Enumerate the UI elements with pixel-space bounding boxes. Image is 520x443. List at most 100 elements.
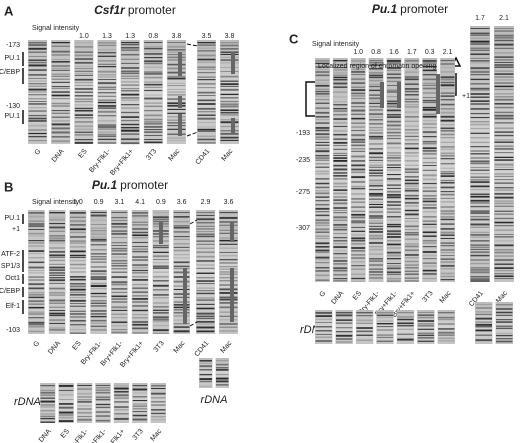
gel-band: [70, 224, 86, 226]
gel-band: [219, 247, 238, 249]
gel-band: [417, 312, 435, 313]
gel-band: [90, 270, 107, 273]
gel-band: [51, 131, 70, 134]
signal-intensity: 3.5: [202, 33, 212, 40]
gel-band: [70, 212, 86, 214]
gel-band: [97, 107, 117, 109]
gel-band: [387, 208, 401, 210]
gel-band: [197, 42, 216, 44]
gel-band: [315, 279, 330, 281]
gel-band: [387, 167, 401, 169]
gel-band: [333, 108, 348, 110]
signal-intensity: 2.1: [443, 49, 453, 56]
gel-band: [173, 315, 190, 317]
gel-band: [40, 392, 55, 394]
gel-band: [470, 189, 490, 191]
gel-band: [114, 387, 129, 390]
gel-band: [51, 45, 70, 47]
gel-band: [440, 193, 455, 196]
gel-band: [351, 97, 366, 99]
gel-band: [70, 231, 86, 234]
gel-band: [422, 84, 437, 86]
gel-band: [404, 194, 419, 197]
gel-band: [369, 132, 383, 134]
gel-band: [494, 263, 514, 265]
gel-band: [70, 332, 86, 334]
gel-band: [51, 86, 70, 88]
gel-band: [494, 43, 514, 46]
gel-band: [74, 128, 93, 131]
gel-band: [369, 166, 383, 168]
gel-band: [387, 164, 401, 166]
gel-band: [351, 193, 366, 195]
gel-band: [196, 233, 215, 236]
gel-band: [470, 78, 490, 81]
gel-band: [121, 42, 140, 44]
gel-band: [470, 167, 490, 168]
gel-band: [440, 261, 455, 264]
gel-band: [90, 310, 107, 312]
gel-band: [196, 214, 215, 216]
gel-band: [440, 115, 455, 118]
gel-band: [387, 273, 401, 275]
gel-band: [470, 169, 490, 171]
gel-band: [422, 204, 437, 206]
gel-band: [470, 141, 490, 144]
gel-band: [315, 200, 330, 202]
gel-band: [153, 244, 169, 247]
gel-band: [315, 98, 330, 101]
gel-band: [40, 403, 55, 406]
gel-band: [95, 396, 111, 399]
gel-band: [494, 173, 514, 176]
gel-band: [376, 336, 394, 338]
gel-band: [440, 238, 455, 239]
gel-band: [58, 411, 74, 414]
gel-band: [173, 288, 190, 290]
gel-band: [173, 296, 190, 298]
gel-band: [387, 196, 401, 199]
gel-band: [440, 242, 455, 245]
gel-band: [422, 152, 437, 155]
gel-band: [196, 240, 215, 242]
gel-band: [111, 309, 128, 311]
gel-band: [153, 289, 169, 291]
gel-band: [97, 92, 117, 94]
gel-band: [28, 98, 47, 100]
gel-band: [333, 159, 348, 162]
signal-intensity: 3.6: [177, 199, 187, 206]
gel-band: [51, 120, 70, 122]
gel-band: [333, 168, 348, 171]
gel-band: [196, 272, 215, 274]
gel-band: [333, 274, 348, 276]
gel-band: [333, 145, 348, 146]
gel-band: [387, 116, 401, 118]
gel-band: [196, 228, 215, 230]
gel-band: [369, 169, 383, 172]
gel-band: [219, 284, 238, 286]
gel-band: [167, 59, 186, 61]
gel-band: [220, 67, 239, 68]
gel-band: [196, 283, 215, 285]
gel-band: [333, 104, 348, 106]
gel-band: [315, 173, 330, 175]
footprint-bar: [397, 82, 401, 108]
gel-band: [494, 114, 514, 117]
gel-band: [315, 270, 330, 272]
footprint-bar: [178, 52, 182, 76]
gel-band: [132, 215, 148, 217]
gel-band: [315, 122, 330, 124]
gel-band: [315, 262, 330, 264]
gel-band: [422, 269, 437, 272]
gel-band: [28, 330, 45, 333]
gel-lane: [28, 210, 45, 334]
gel-band: [197, 50, 216, 52]
gel-band: [351, 206, 366, 208]
gel-band: [470, 121, 490, 123]
gel-band: [197, 107, 216, 110]
gel-band: [315, 60, 330, 62]
gel-band: [351, 260, 366, 263]
gel-band: [220, 42, 239, 44]
gel-band: [144, 118, 163, 121]
gel-band: [470, 103, 490, 105]
gel-band: [440, 103, 455, 106]
